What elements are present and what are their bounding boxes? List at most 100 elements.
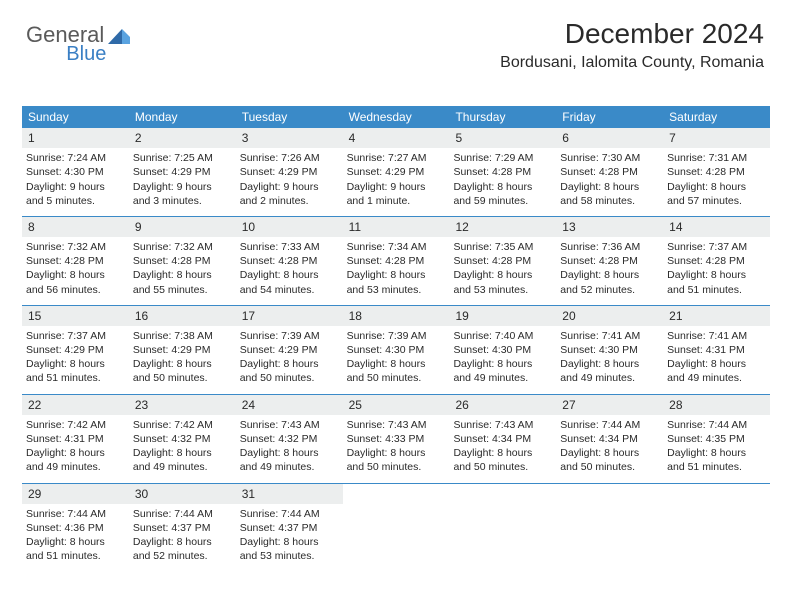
daylight-line: Daylight: 8 hours and 49 minutes. xyxy=(453,357,552,385)
day-number: 18 xyxy=(343,306,450,326)
day-number: 21 xyxy=(663,306,770,326)
sunset-line: Sunset: 4:28 PM xyxy=(560,165,659,179)
calendar-day-cell: 26Sunrise: 7:43 AMSunset: 4:34 PMDayligh… xyxy=(449,395,556,483)
weekday-header-cell: Thursday xyxy=(449,106,556,128)
day-number: 11 xyxy=(343,217,450,237)
sunrise-line: Sunrise: 7:32 AM xyxy=(26,240,125,254)
brand-logo: General Blue xyxy=(26,22,170,48)
calendar-day-cell: 21Sunrise: 7:41 AMSunset: 4:31 PMDayligh… xyxy=(663,306,770,394)
sunset-line: Sunset: 4:28 PM xyxy=(453,165,552,179)
location-text: Bordusani, Ialomita County, Romania xyxy=(500,54,764,72)
daylight-line: Daylight: 8 hours and 55 minutes. xyxy=(133,268,232,296)
day-number: 26 xyxy=(449,395,556,415)
sunset-line: Sunset: 4:28 PM xyxy=(240,254,339,268)
brand-text-2: Blue xyxy=(66,43,106,66)
daylight-line: Daylight: 8 hours and 53 minutes. xyxy=(453,268,552,296)
sunset-line: Sunset: 4:28 PM xyxy=(347,254,446,268)
calendar-day-cell: 22Sunrise: 7:42 AMSunset: 4:31 PMDayligh… xyxy=(22,395,129,483)
daylight-line: Daylight: 9 hours and 1 minute. xyxy=(347,180,446,208)
calendar-day-cell: 12 Sunrise: 7:35 AMSunset: 4:28 PMDayligh… xyxy=(449,217,556,305)
calendar-day-cell: 16 Sunrise: 7:38 AMSunset: 4:29 PMDayligh… xyxy=(129,306,236,394)
calendar-day-cell: 5Sunrise: 7:29 AMSunset: 4:28 PMDaylight… xyxy=(449,128,556,216)
day-number: 17 xyxy=(236,306,343,326)
sunrise-line: Sunrise: 7:44 AM xyxy=(667,418,766,432)
daylight-line: Daylight: 8 hours and 50 minutes. xyxy=(347,357,446,385)
daylight-line: Daylight: 8 hours and 53 minutes. xyxy=(240,535,339,563)
calendar-empty-cell xyxy=(663,484,770,572)
sunset-line: Sunset: 4:35 PM xyxy=(667,432,766,446)
day-number: 24 xyxy=(236,395,343,415)
sunrise-line: Sunrise: 7:31 AM xyxy=(667,151,766,165)
daylight-line: Daylight: 8 hours and 49 minutes. xyxy=(667,357,766,385)
sunset-line: Sunset: 4:28 PM xyxy=(560,254,659,268)
sunrise-line: Sunrise: 7:25 AM xyxy=(133,151,232,165)
sunrise-line: Sunrise: 7:37 AM xyxy=(667,240,766,254)
daylight-line: Daylight: 8 hours and 50 minutes. xyxy=(240,357,339,385)
sunset-line: Sunset: 4:37 PM xyxy=(133,521,232,535)
sunrise-line: Sunrise: 7:34 AM xyxy=(347,240,446,254)
calendar-week-row: 1Sunrise: 7:24 AMSunset: 4:30 PMDaylight… xyxy=(22,128,770,216)
day-number: 25 xyxy=(343,395,450,415)
sunrise-line: Sunrise: 7:37 AM xyxy=(26,329,125,343)
day-number: 3 xyxy=(236,128,343,148)
calendar-day-cell: 23Sunrise: 7:42 AMSunset: 4:32 PMDayligh… xyxy=(129,395,236,483)
sunrise-line: Sunrise: 7:41 AM xyxy=(560,329,659,343)
calendar-grid: SundayMondayTuesdayWednesdayThursdayFrid… xyxy=(22,106,770,571)
sunset-line: Sunset: 4:37 PM xyxy=(240,521,339,535)
day-number: 28 xyxy=(663,395,770,415)
daylight-line: Daylight: 8 hours and 53 minutes. xyxy=(347,268,446,296)
sunrise-line: Sunrise: 7:24 AM xyxy=(26,151,125,165)
day-number: 30 xyxy=(129,484,236,504)
day-number: 15 xyxy=(22,306,129,326)
sunset-line: Sunset: 4:30 PM xyxy=(26,165,125,179)
calendar-day-cell: 8Sunrise: 7:32 AMSunset: 4:28 PMDaylight… xyxy=(22,217,129,305)
sunrise-line: Sunrise: 7:44 AM xyxy=(240,507,339,521)
day-number: 23 xyxy=(129,395,236,415)
calendar-day-cell: 2Sunrise: 7:25 AMSunset: 4:29 PMDaylight… xyxy=(129,128,236,216)
calendar-day-cell: 4Sunrise: 7:27 AMSunset: 4:29 PMDaylight… xyxy=(343,128,450,216)
calendar-day-cell: 14Sunrise: 7:37 AMSunset: 4:28 PMDayligh… xyxy=(663,217,770,305)
sunrise-line: Sunrise: 7:30 AM xyxy=(560,151,659,165)
calendar-day-cell: 15Sunrise: 7:37 AMSunset: 4:29 PMDayligh… xyxy=(22,306,129,394)
sunset-line: Sunset: 4:29 PM xyxy=(133,343,232,357)
daylight-line: Daylight: 8 hours and 50 minutes. xyxy=(347,446,446,474)
sunrise-line: Sunrise: 7:32 AM xyxy=(133,240,232,254)
day-number: 16 xyxy=(129,306,236,326)
sunrise-line: Sunrise: 7:35 AM xyxy=(453,240,552,254)
daylight-line: Daylight: 8 hours and 50 minutes. xyxy=(133,357,232,385)
sunrise-line: Sunrise: 7:40 AM xyxy=(453,329,552,343)
daylight-line: Daylight: 8 hours and 57 minutes. xyxy=(667,180,766,208)
calendar-empty-cell xyxy=(556,484,663,572)
daylight-line: Daylight: 8 hours and 51 minutes. xyxy=(26,357,125,385)
sunrise-line: Sunrise: 7:26 AM xyxy=(240,151,339,165)
sunrise-line: Sunrise: 7:44 AM xyxy=(26,507,125,521)
sunset-line: Sunset: 4:34 PM xyxy=(453,432,552,446)
sunset-line: Sunset: 4:28 PM xyxy=(133,254,232,268)
sunrise-line: Sunrise: 7:27 AM xyxy=(347,151,446,165)
calendar-week-row: 22Sunrise: 7:42 AMSunset: 4:31 PMDayligh… xyxy=(22,394,770,483)
calendar-day-cell: 6Sunrise: 7:30 AMSunset: 4:28 PMDaylight… xyxy=(556,128,663,216)
calendar-day-cell: 30Sunrise: 7:44 AMSunset: 4:37 PMDayligh… xyxy=(129,484,236,572)
day-number: 8 xyxy=(22,217,129,237)
sunrise-line: Sunrise: 7:38 AM xyxy=(133,329,232,343)
sunset-line: Sunset: 4:29 PM xyxy=(240,343,339,357)
calendar-day-cell: 20Sunrise: 7:41 AMSunset: 4:30 PMDayligh… xyxy=(556,306,663,394)
sunset-line: Sunset: 4:28 PM xyxy=(667,165,766,179)
day-number: 1 xyxy=(22,128,129,148)
daylight-line: Daylight: 8 hours and 56 minutes. xyxy=(26,268,125,296)
sunrise-line: Sunrise: 7:43 AM xyxy=(240,418,339,432)
day-number: 29 xyxy=(22,484,129,504)
sunset-line: Sunset: 4:33 PM xyxy=(347,432,446,446)
daylight-line: Daylight: 9 hours and 5 minutes. xyxy=(26,180,125,208)
sunrise-line: Sunrise: 7:39 AM xyxy=(240,329,339,343)
calendar-day-cell: 3Sunrise: 7:26 AMSunset: 4:29 PMDaylight… xyxy=(236,128,343,216)
day-number: 12 xyxy=(449,217,556,237)
daylight-line: Daylight: 8 hours and 51 minutes. xyxy=(667,446,766,474)
sunset-line: Sunset: 4:28 PM xyxy=(453,254,552,268)
sunset-line: Sunset: 4:29 PM xyxy=(240,165,339,179)
weekday-header-cell: Wednesday xyxy=(343,106,450,128)
daylight-line: Daylight: 8 hours and 49 minutes. xyxy=(240,446,339,474)
weekday-header-cell: Sunday xyxy=(22,106,129,128)
sunset-line: Sunset: 4:30 PM xyxy=(347,343,446,357)
sunset-line: Sunset: 4:30 PM xyxy=(560,343,659,357)
